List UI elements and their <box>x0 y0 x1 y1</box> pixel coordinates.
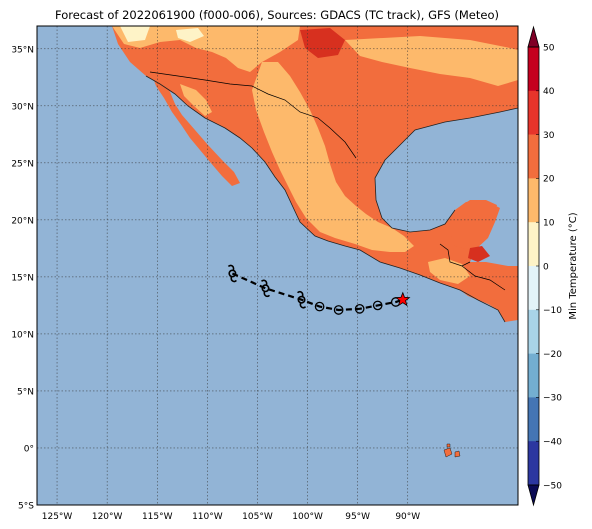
latitude-label: 35°N <box>11 45 34 55</box>
land-cool-zone <box>180 84 212 116</box>
longitude-label: 110°W <box>192 512 223 522</box>
figure-title: Forecast of 2022061900 (f000-006), Sourc… <box>55 8 499 22</box>
latitude-label: 10°N <box>11 330 34 340</box>
colorbar-tick-label: 50 <box>543 43 555 53</box>
land-cold-zone <box>176 28 204 42</box>
coastline <box>145 75 518 323</box>
colorbar-label: Min Temperature (°C) <box>568 212 579 319</box>
colorbar-tick-label: −50 <box>543 481 562 491</box>
track-line <box>231 272 404 312</box>
colorbar-swatch <box>528 178 539 223</box>
latitude-label: 15°N <box>11 273 34 283</box>
latitude-label: 5°N <box>17 387 34 397</box>
tropical-storm-marker <box>296 290 307 309</box>
colorbar-swatch <box>528 134 539 179</box>
colorbar-tick-label: 30 <box>543 131 555 141</box>
colorbar-swatch <box>528 222 539 267</box>
longitude-label: 90°W <box>395 512 420 522</box>
latitude-labels: 35°N 30°N 25°N 20°N 15°N 10°N 5°N 0° 5°S <box>11 45 34 511</box>
latitude-label: 25°N <box>11 159 34 169</box>
depression-marker <box>354 303 365 314</box>
land-cool-zone <box>252 62 414 252</box>
land-hot-patch <box>468 246 490 262</box>
colorbar-tick-label: 40 <box>543 87 555 97</box>
land-hot-patch <box>300 28 345 58</box>
latitude-label: 30°N <box>11 102 34 112</box>
storm-track <box>227 264 411 315</box>
colorbar-tick-label: −30 <box>543 394 562 404</box>
baja-california <box>152 75 240 186</box>
longitude-label: 125°W <box>42 512 73 522</box>
depression-marker <box>372 300 383 311</box>
colorbar-extend-top <box>527 25 540 48</box>
current-position-star <box>395 291 411 307</box>
longitude-label: 95°W <box>345 512 370 522</box>
colorbar-tick-label: −20 <box>543 350 562 360</box>
tropical-storm-marker <box>260 279 271 298</box>
colorbar-tick-label: −40 <box>543 438 562 448</box>
map-panel <box>37 26 518 505</box>
colorbar-tick-label: 10 <box>543 219 555 229</box>
latitude-label: 5°S <box>18 502 34 512</box>
land-cool-zone <box>428 258 470 284</box>
longitude-labels: 125°W 120°W 115°W 110°W 105°W 100°W 95°W 90°W <box>42 512 421 522</box>
latitude-label: 20°N <box>11 216 34 226</box>
colorbar-swatch <box>528 441 539 486</box>
yucatan-peninsula <box>448 200 497 250</box>
depression-marker <box>333 305 344 315</box>
colorbar: 50 40 30 20 10 0 −10 −20 −30 −40 −50 Min Temperatu… <box>527 25 579 507</box>
longitude-label: 115°W <box>142 512 173 522</box>
colorbar-swatch <box>528 266 539 311</box>
colorbar-extend-bottom <box>527 484 540 507</box>
colorbar-ticks: 50 40 30 20 10 0 −10 −20 −30 −40 −50 <box>536 43 562 491</box>
colorbar-swatch <box>528 309 539 354</box>
tropical-storm-marker <box>227 264 237 283</box>
colorbar-tick-label: −10 <box>543 306 562 316</box>
latitude-label: 0° <box>24 444 34 454</box>
colorbar-swatch <box>528 397 539 442</box>
colorbar-swatch <box>528 90 539 135</box>
colorbar-swatch <box>528 353 539 398</box>
map-frame <box>36 25 519 506</box>
longitude-label: 120°W <box>92 512 123 522</box>
colorbar-tick-label: 0 <box>543 262 549 272</box>
depression-marker <box>314 301 325 312</box>
land-cool-zone <box>345 36 518 86</box>
galapagos-islands <box>443 443 461 458</box>
longitude-label: 105°W <box>242 512 273 522</box>
graticule <box>37 26 518 505</box>
colorbar-swatch <box>528 47 539 92</box>
political-borders <box>149 71 506 291</box>
longitude-label: 100°W <box>292 512 323 522</box>
land-cold-zone <box>120 26 150 42</box>
colorbar-tick-label: 20 <box>543 175 555 185</box>
